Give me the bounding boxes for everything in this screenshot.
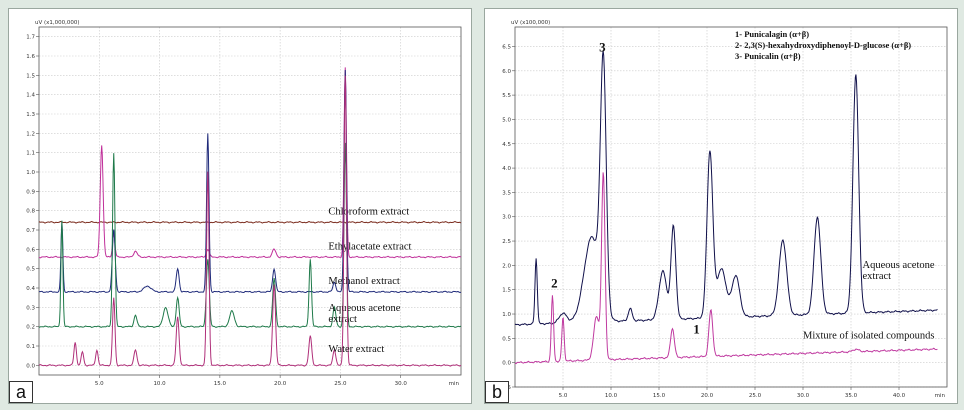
y-tick-label: 0.7 [26,228,35,234]
legend-entry: 3- Punicalin (α+β) [735,51,801,61]
chromatogram-panel-b: -0.50.00.51.01.52.02.53.03.54.04.55.05.5… [484,8,958,404]
x-tick-label: 40.0 [893,393,906,399]
y-tick-label: 0.4 [26,286,35,292]
y-tick-label: 1.4 [26,93,35,99]
y-tick-label: 1.3 [26,112,35,118]
trace-mixture-of-isolated-compounds [514,172,938,365]
plot-frame [38,26,462,376]
x-tick-label: 10.0 [605,393,618,399]
y-unit-label: uV (x100,000) [511,20,550,26]
y-tick-label: 2.5 [502,239,511,245]
x-unit-label: min [935,393,946,399]
y-tick-label: 0.0 [26,363,35,369]
y-tick-label: 4.0 [502,166,511,172]
x-tick-label: 30.0 [797,393,810,399]
x-tick-label: 20.0 [701,393,714,399]
y-tick-label: 0.0 [502,361,511,367]
trace-label: Water extract [328,344,384,355]
y-tick-label: 1.5 [502,288,511,294]
y-tick-label: 0.3 [26,305,35,311]
y-unit-label: uV (x1,000,000) [35,20,80,26]
trace-aqueous-acetone-extract [38,142,462,328]
y-tick-label: 1.6 [26,54,35,60]
x-tick-label: 20.0 [274,381,287,387]
y-tick-label: 0.2 [26,325,35,331]
y-tick-label: 1.5 [26,73,35,79]
trace-label: Aqueous acetone [863,260,935,271]
x-tick-label: 25.0 [334,381,347,387]
x-tick-label: 30.0 [395,381,408,387]
y-tick-label: 0.6 [26,247,35,253]
x-tick-label: 15.0 [214,381,227,387]
panel-a-badge: a [9,381,33,403]
x-tick-label: 15.0 [653,393,666,399]
x-tick-label: 25.0 [749,393,762,399]
plot-frame [514,26,948,388]
y-tick-label: 1.0 [502,312,511,318]
y-tick-label: 0.5 [26,267,35,273]
chromatogram-a-plot: 0.0 0.1 0.2 0.3 0.4 0.5 0.6 0.7 0.8 0.9 1.0 1.1 1.2 1… [26,20,462,387]
y-tick-label: 5.5 [502,93,511,99]
legend-entry: 2- 2,3(S)-hexahydroxydiphenoyl-D-glucose… [735,40,911,50]
y-tick-label: 5.0 [502,117,511,123]
trace-methanol-extract [38,70,462,293]
y-tick-label: 1.7 [26,35,35,41]
y-tick-label: 0.8 [26,209,35,215]
grid [39,27,461,375]
trace-water-extract [38,75,462,367]
peak-number-label: 2 [551,275,558,290]
x-tick-label: 5.0 [95,381,104,387]
y-tick-label: 4.5 [502,142,511,148]
y-tick-label: 2.0 [502,263,511,269]
trace-label: Chloroform extract [328,207,409,218]
y-tick-label: 6.0 [502,69,511,75]
x-tick-label: 5.0 [559,393,568,399]
chromatogram-panel-a: 0.0 0.1 0.2 0.3 0.4 0.5 0.6 0.7 0.8 0.9 1.0 1.1 1.2 1… [8,8,472,404]
y-tick-label: 1.0 [26,170,35,176]
y-tick-label: 6.5 [502,44,511,50]
trace-chloroform-extract [38,220,462,224]
trace-label: extract [863,271,892,282]
trace-label: Aqueous acetone [328,303,400,314]
legend-entry: 1- Punicalagin (α+β) [735,29,809,39]
trace-aqueous-acetone-extract [514,50,938,327]
panel-b-badge: b [485,381,509,403]
trace-label: Mixture of isolated compounds [803,330,935,341]
y-tick-label: 1.1 [26,151,35,157]
peak-number-label: 1 [693,321,700,336]
y-tick-label: 1.2 [26,131,35,137]
y-tick-label: 0.1 [26,344,35,350]
y-tick-label: 0.9 [26,189,35,195]
x-tick-label: 35.0 [845,393,858,399]
y-tick-label: 3.5 [502,190,511,196]
chromatogram-b-plot: -0.50.00.51.01.52.02.53.03.54.04.55.05.5… [500,20,948,399]
y-tick-label: 0.5 [502,336,511,342]
x-tick-label: 10.0 [153,381,166,387]
trace-ethylacetate-extract [38,67,462,259]
peak-number-label: 3 [599,39,606,54]
y-tick-label: 3.0 [502,215,511,221]
x-unit-label: min [449,381,460,387]
trace-label: Ethylacetate extract [328,241,411,252]
trace-label: Methanol extract [328,276,400,287]
